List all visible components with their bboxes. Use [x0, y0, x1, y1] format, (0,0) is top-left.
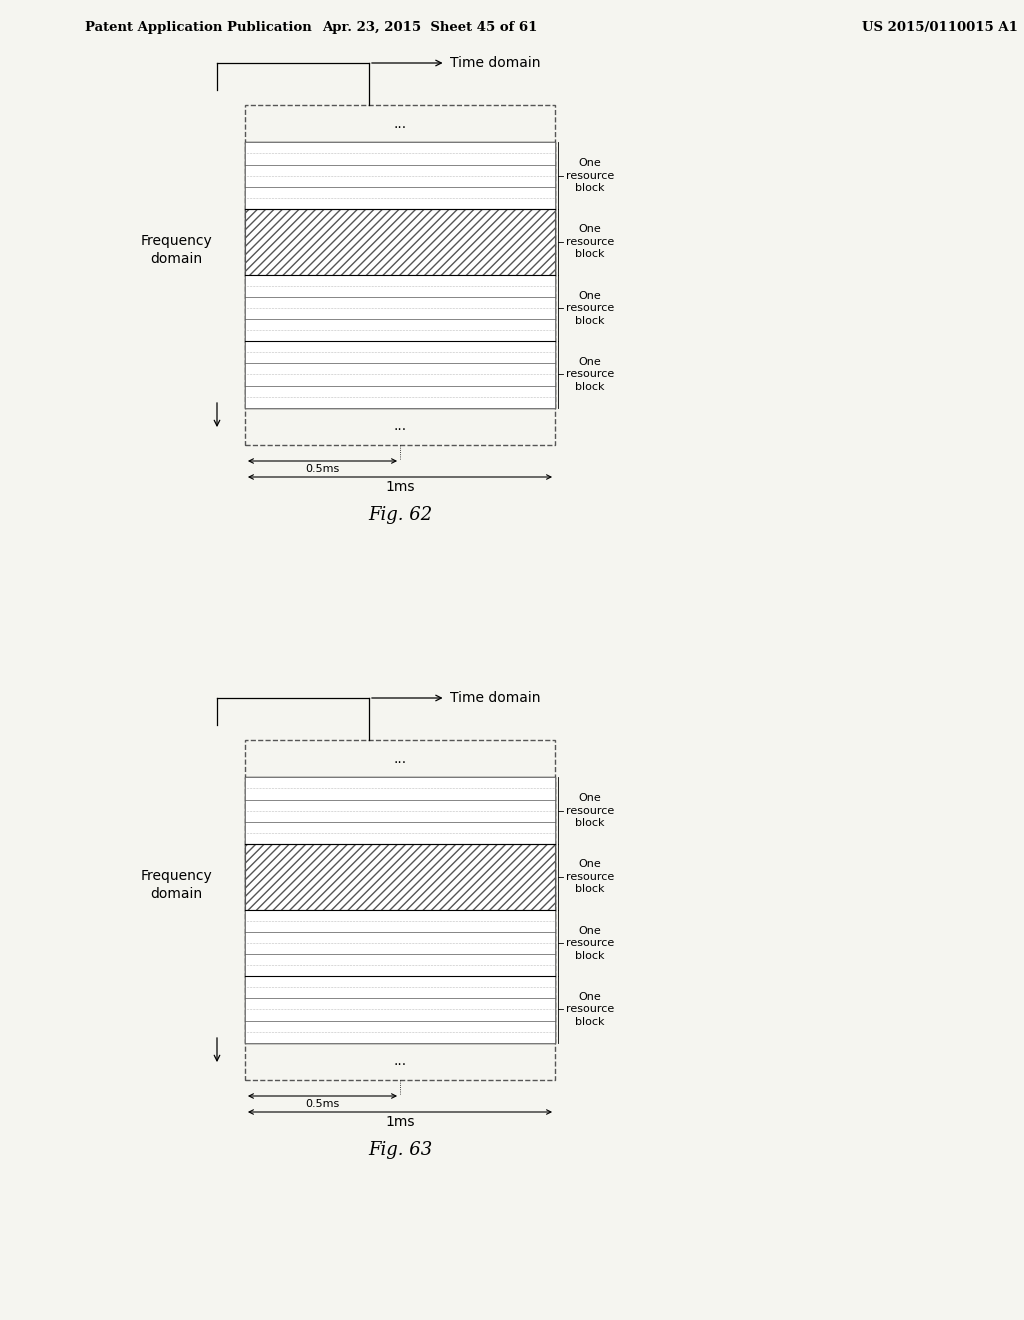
Text: 1ms: 1ms: [385, 480, 415, 494]
Bar: [245, 909, 555, 977]
Text: One
resource
block: One resource block: [566, 158, 614, 193]
Text: One
resource
block: One resource block: [566, 356, 614, 392]
Text: Fig. 63: Fig. 63: [368, 1140, 432, 1159]
Text: 1ms: 1ms: [385, 1115, 415, 1129]
Bar: [245, 342, 555, 408]
Text: Frequency
domain: Frequency domain: [140, 870, 212, 900]
Bar: [245, 777, 555, 1043]
Bar: [245, 143, 555, 209]
Text: Apr. 23, 2015  Sheet 45 of 61: Apr. 23, 2015 Sheet 45 of 61: [323, 21, 538, 33]
Bar: [245, 741, 555, 1080]
Text: 0.5ms: 0.5ms: [305, 1100, 340, 1109]
Text: ...: ...: [393, 116, 407, 131]
Bar: [245, 843, 555, 909]
Text: One
resource
block: One resource block: [566, 290, 614, 326]
Text: Time domain: Time domain: [451, 55, 541, 70]
Bar: [245, 106, 555, 445]
Text: Frequency
domain: Frequency domain: [140, 235, 212, 265]
Text: ...: ...: [393, 751, 407, 766]
Text: ...: ...: [393, 420, 407, 433]
Text: One
resource
block: One resource block: [566, 224, 614, 259]
Text: One
resource
block: One resource block: [566, 793, 614, 828]
Text: Fig. 62: Fig. 62: [368, 506, 432, 524]
Text: Patent Application Publication: Patent Application Publication: [85, 21, 311, 33]
Bar: [245, 977, 555, 1043]
Text: ...: ...: [393, 1055, 407, 1068]
Text: Time domain: Time domain: [451, 690, 541, 705]
Bar: [245, 275, 555, 342]
Bar: [245, 777, 555, 843]
Text: One
resource
block: One resource block: [566, 925, 614, 961]
Bar: [245, 143, 555, 408]
Text: One
resource
block: One resource block: [566, 993, 614, 1027]
Text: One
resource
block: One resource block: [566, 859, 614, 894]
Bar: [245, 209, 555, 275]
Text: US 2015/0110015 A1: US 2015/0110015 A1: [862, 21, 1018, 33]
Text: 0.5ms: 0.5ms: [305, 465, 340, 474]
